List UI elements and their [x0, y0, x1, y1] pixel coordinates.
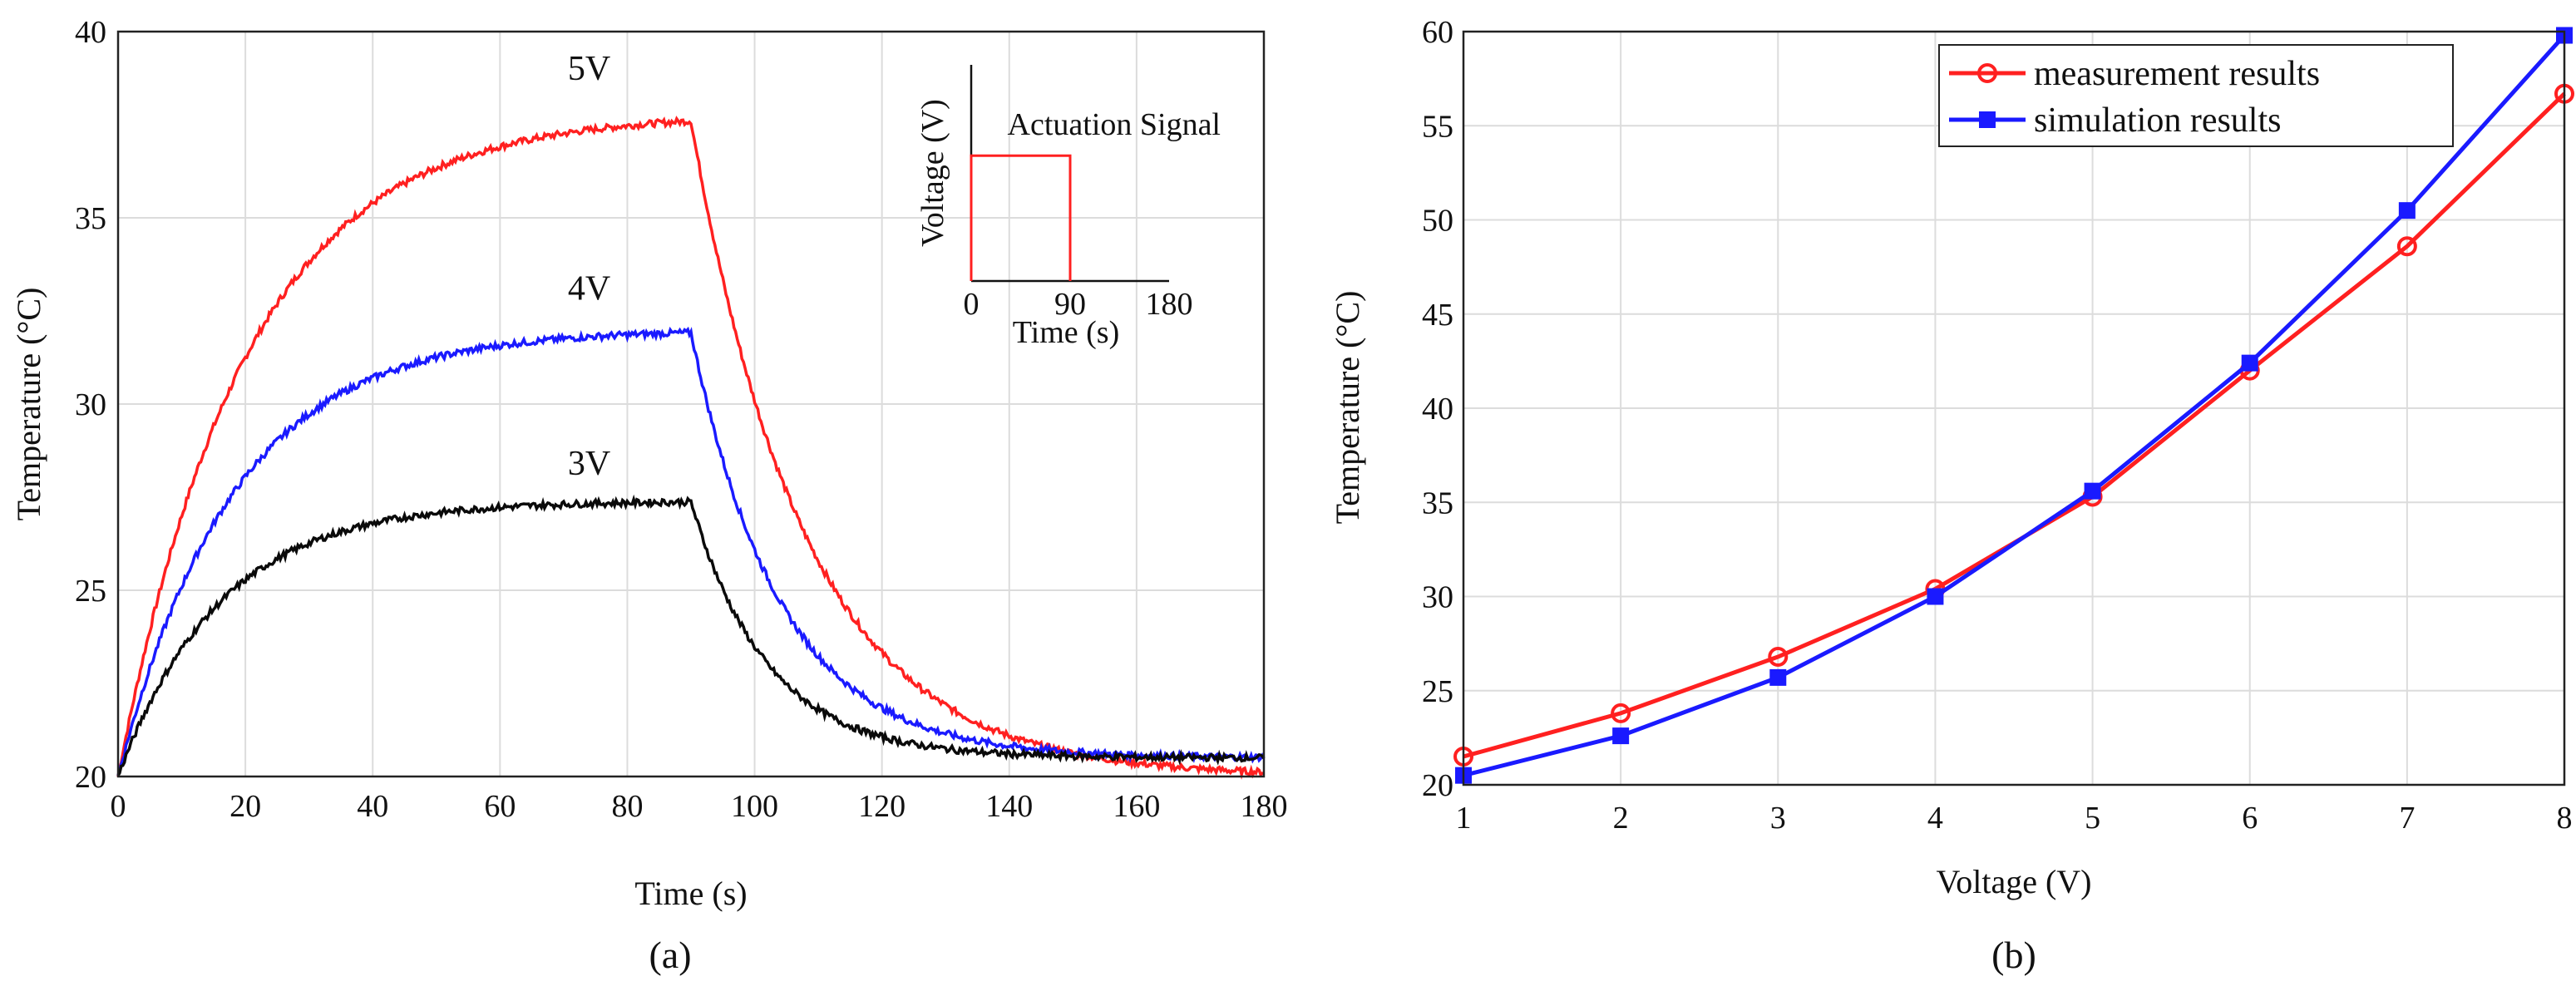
x-tick-label: 4	[1927, 801, 1943, 836]
panel-a-y-axis-label: Temperature (°C)	[10, 288, 47, 521]
y-tick-label: 60	[1422, 15, 1453, 50]
y-tick-label: 20	[1422, 768, 1453, 803]
inset-x-tick-label: 0	[964, 287, 980, 322]
series-line-simulation	[1463, 33, 2566, 778]
panel-a-caption: (a)	[649, 934, 691, 976]
panel-b-axes-frame	[1462, 30, 2566, 786]
y-tick-label: 35	[75, 201, 106, 236]
data-point-simulation	[1769, 668, 1787, 686]
x-tick-label: 160	[1113, 789, 1160, 824]
data-point-simulation	[2398, 202, 2416, 219]
x-tick-label: 7	[2399, 801, 2415, 836]
curve-label-4V: 4V	[568, 270, 610, 308]
curve-label-5V: 5V	[568, 50, 610, 88]
inset-x-tick-label: 180	[1146, 287, 1193, 322]
x-tick-label: 140	[985, 789, 1033, 824]
panel-b-x-tick-labels: 1 2 3 4 5 6 7 8	[1456, 801, 2573, 836]
inset-x-axis-label: Time (s)	[1013, 315, 1119, 350]
legend-marker-square	[1979, 111, 1996, 128]
panel-b-series	[1453, 27, 2574, 784]
y-tick-label: 40	[75, 15, 106, 50]
inset-y-axis-label: Voltage (V)	[915, 99, 950, 247]
panel-b-x-axis-label: Voltage (V)	[1937, 863, 2092, 900]
panel-a-inset-actuation-signal: Actuation Signal Voltage (V) 0 90 180 Ti…	[915, 65, 1221, 350]
panel-a-series	[116, 116, 1266, 780]
x-tick-label: 3	[1770, 801, 1786, 836]
data-point-measurement	[1611, 703, 1631, 723]
y-tick-label: 30	[75, 387, 106, 422]
x-tick-label: 180	[1241, 789, 1288, 824]
y-tick-label: 45	[1422, 298, 1453, 333]
data-point-simulation	[1612, 727, 1630, 745]
data-point-measurement	[1768, 646, 1789, 667]
series-line-4V	[116, 326, 1266, 777]
y-tick-label: 25	[75, 574, 106, 609]
panel-a-x-tick-labels: 0 20 40 60 80 100 120 140 160 180	[111, 789, 1288, 824]
x-tick-label: 2	[1613, 801, 1629, 836]
y-tick-label: 20	[75, 760, 106, 795]
x-tick-label: 40	[357, 789, 388, 824]
panel-a-x-axis-label: Time (s)	[634, 875, 747, 912]
inset-signal-line	[970, 154, 1072, 281]
series-line-measurement	[1463, 91, 2566, 759]
panel-b-y-axis-label: Temperature (°C)	[1329, 291, 1366, 525]
panel-a-y-tick-labels: 20 25 30 35 40	[75, 15, 106, 795]
legend-label-simulation: simulation results	[2034, 101, 2282, 140]
x-tick-label: 100	[731, 789, 778, 824]
series-line-3V	[116, 494, 1266, 777]
legend-box	[1938, 44, 2454, 147]
x-tick-label: 80	[611, 789, 643, 824]
y-tick-label: 25	[1422, 674, 1453, 709]
x-tick-label: 6	[2242, 801, 2258, 836]
x-tick-label: 0	[111, 789, 126, 824]
panel-a-curve-labels: 5V 4V 3V	[568, 50, 610, 483]
data-point-simulation	[2241, 354, 2258, 372]
y-tick-label: 40	[1422, 392, 1453, 426]
data-point-measurement	[2396, 236, 2417, 257]
y-tick-label: 30	[1422, 580, 1453, 615]
inset-title: Actuation Signal	[1008, 107, 1221, 142]
curve-label-3V: 3V	[568, 445, 610, 483]
x-tick-label: 5	[2085, 801, 2100, 836]
y-tick-label: 35	[1422, 486, 1453, 520]
x-tick-label: 120	[858, 789, 906, 824]
x-tick-label: 1	[1456, 801, 1472, 836]
x-tick-label: 8	[2557, 801, 2573, 836]
x-tick-label: 60	[484, 789, 516, 824]
y-tick-label: 50	[1422, 204, 1453, 239]
panel-a-grid	[117, 31, 1265, 777]
panel-b-caption: (b)	[1991, 934, 2036, 976]
panel-b-y-tick-labels: 20 25 30 35 40 45 50 55 60	[1422, 15, 1453, 803]
legend-label-measurement: measurement results	[2034, 55, 2320, 93]
data-point-simulation	[2084, 482, 2101, 500]
panel-a-axes-frame	[116, 30, 1266, 778]
data-point-simulation	[1927, 588, 1944, 605]
legend-marker-circle	[1977, 63, 1997, 83]
y-tick-label: 55	[1422, 109, 1453, 144]
x-tick-label: 20	[229, 789, 261, 824]
panel-b-legend: measurement results simulation results	[1938, 44, 2454, 147]
inset-x-tick-label: 90	[1054, 287, 1086, 322]
